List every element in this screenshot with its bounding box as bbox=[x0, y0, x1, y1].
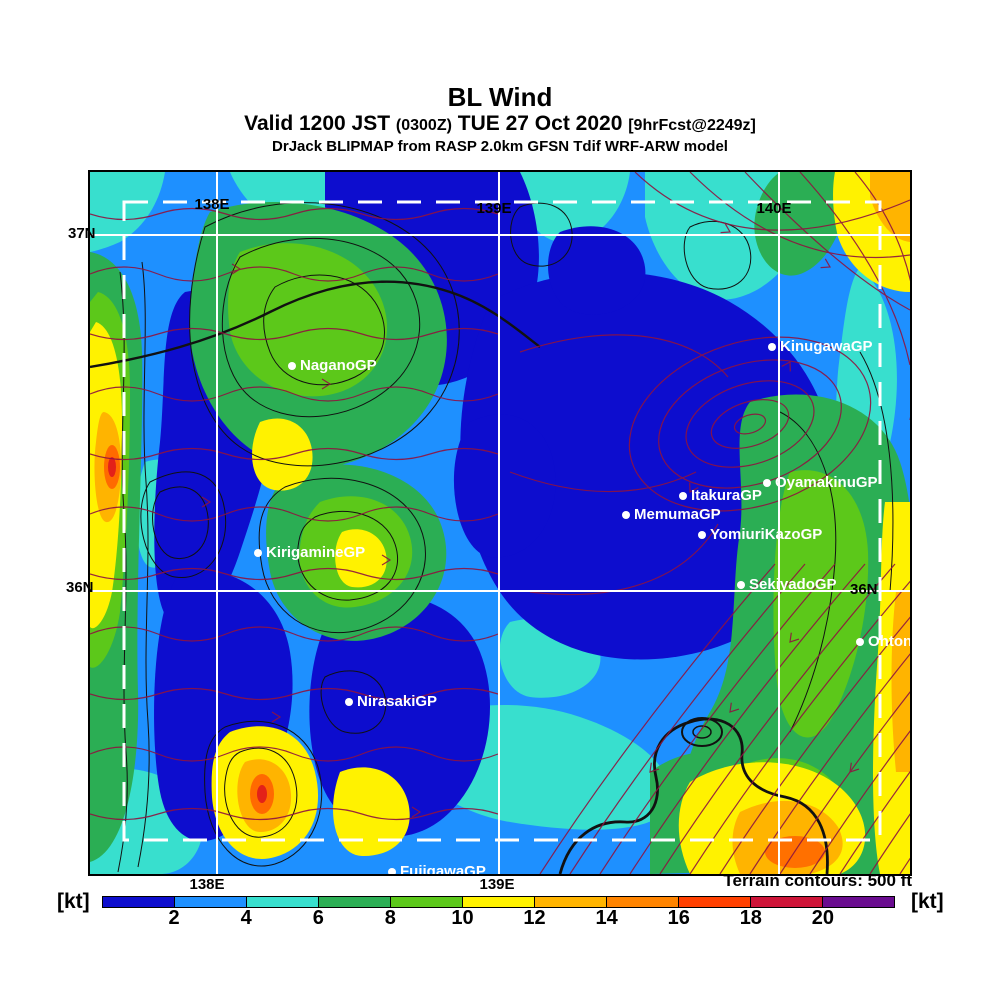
site-label: FujigawaGP bbox=[400, 863, 486, 876]
site-label: MemumaGP bbox=[634, 506, 721, 523]
colorbar-tick-6: 6 bbox=[312, 907, 324, 929]
lon-label-139E: 139E bbox=[476, 200, 512, 217]
unit-label-right: [kt] bbox=[911, 890, 944, 913]
lon-label-140E: 140E bbox=[756, 200, 792, 217]
site-dot bbox=[254, 549, 262, 557]
site-dot bbox=[622, 511, 630, 519]
site-dot bbox=[698, 531, 706, 539]
colorbar-segment-9 bbox=[750, 897, 822, 907]
colorbar-segment-4 bbox=[390, 897, 462, 907]
site-label: YomiuriKazoGP bbox=[710, 526, 823, 543]
valid-time: Valid 1200 JST bbox=[244, 112, 391, 135]
colorbar-tick-12: 12 bbox=[523, 907, 546, 929]
colorbar-tick-14: 14 bbox=[595, 907, 618, 929]
lat-label-36N: 36N bbox=[850, 581, 878, 598]
colorbar-segment-7 bbox=[606, 897, 678, 907]
lat-label-37N: 37N bbox=[68, 225, 96, 242]
site-label: OyamakinuGP bbox=[775, 474, 878, 491]
colorbar-segment-10 bbox=[822, 897, 894, 907]
colorbar-segment-5 bbox=[462, 897, 534, 907]
colorbar-segment-2 bbox=[246, 897, 318, 907]
site-label: KirigamineGP bbox=[266, 544, 366, 561]
valid-date: TUE 27 Oct 2020 bbox=[457, 112, 623, 135]
colorbar-segment-8 bbox=[678, 897, 750, 907]
wind-streamlines bbox=[90, 172, 910, 874]
mt-fuji-contour bbox=[681, 717, 723, 747]
terrain-note: Terrain contours: 500 ft bbox=[723, 871, 912, 890]
colorbar-segment-3 bbox=[318, 897, 390, 907]
forecast-tag: [9hrFcst@2249z] bbox=[628, 117, 756, 134]
unit-label-left: [kt] bbox=[57, 890, 90, 913]
header: BL Wind Valid 1200 JST (0300Z) TUE 27 Oc… bbox=[0, 84, 1000, 155]
site-dot bbox=[345, 698, 353, 706]
graticule bbox=[90, 172, 910, 874]
colorbar-tick-18: 18 bbox=[739, 907, 762, 929]
site-label: KinugawaGP bbox=[780, 338, 873, 355]
colorbar bbox=[102, 896, 895, 908]
colorbar-tick-20: 20 bbox=[811, 907, 835, 929]
wind-field-plot bbox=[90, 172, 910, 874]
site-dot bbox=[763, 479, 771, 487]
site-label: ItakuraGP bbox=[691, 487, 762, 504]
lon-axis-label-138E: 138E bbox=[189, 876, 225, 893]
valid-zulu: (0300Z) bbox=[395, 117, 452, 134]
site-dot bbox=[737, 581, 745, 589]
map-canvas: 138E 139E 140E NaganoGP KirigamineGP Nirasak… bbox=[88, 170, 912, 876]
colorbar-segment-1 bbox=[174, 897, 246, 907]
lon-axis-label-139E: 139E bbox=[479, 876, 515, 893]
domain-boundary-dashed bbox=[122, 200, 882, 842]
site-dot bbox=[288, 362, 296, 370]
colorbar-tick-16: 16 bbox=[667, 907, 690, 929]
site-label: Ohtone bbox=[868, 633, 912, 650]
site-dot bbox=[679, 492, 687, 500]
colorbar-tick-8: 8 bbox=[384, 907, 396, 929]
colorbar-segment-0 bbox=[103, 897, 174, 907]
page-title: BL Wind bbox=[447, 82, 553, 112]
model-line: DrJack BLIPMAP from RASP 2.0km GFSN Tdif… bbox=[272, 138, 728, 155]
colorbar-tick-4: 4 bbox=[240, 907, 252, 929]
valid-line: Valid 1200 JST (0300Z) TUE 27 Oct 2020 [… bbox=[0, 112, 1000, 138]
colorbar-segment-6 bbox=[534, 897, 606, 907]
site-dot bbox=[856, 638, 864, 646]
site-label: SekiyadoGP bbox=[749, 576, 837, 593]
lat-label-36N: 36N bbox=[66, 579, 94, 596]
colorbar-tick-10: 10 bbox=[451, 907, 474, 929]
colorbar-tick-2: 2 bbox=[168, 907, 180, 929]
lon-label-138E: 138E bbox=[194, 196, 230, 213]
site-dot bbox=[388, 868, 396, 874]
coastline bbox=[558, 717, 829, 874]
site-dot bbox=[768, 343, 776, 351]
site-label: NaganoGP bbox=[300, 357, 377, 374]
site-label: NirasakiGP bbox=[357, 693, 438, 710]
